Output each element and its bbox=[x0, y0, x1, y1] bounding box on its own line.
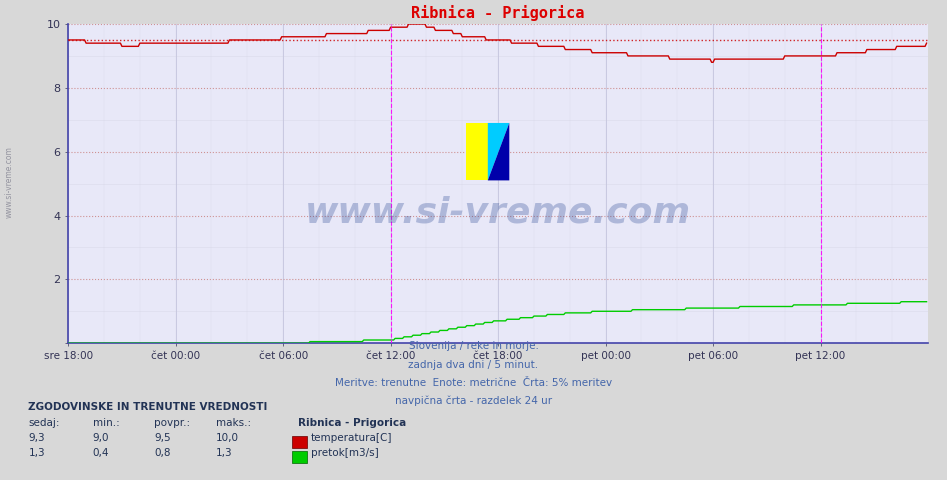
Text: Slovenija / reke in morje.: Slovenija / reke in morje. bbox=[408, 341, 539, 351]
Text: Ribnica - Prigorica: Ribnica - Prigorica bbox=[298, 418, 406, 428]
Polygon shape bbox=[488, 123, 509, 180]
Text: ZGODOVINSKE IN TRENUTNE VREDNOSTI: ZGODOVINSKE IN TRENUTNE VREDNOSTI bbox=[28, 402, 268, 412]
Text: 9,0: 9,0 bbox=[93, 432, 109, 443]
Text: www.si-vreme.com: www.si-vreme.com bbox=[5, 146, 14, 218]
Text: 1,3: 1,3 bbox=[28, 447, 45, 457]
Text: www.si-vreme.com: www.si-vreme.com bbox=[305, 195, 691, 229]
Text: navpična črta - razdelek 24 ur: navpična črta - razdelek 24 ur bbox=[395, 396, 552, 406]
Text: maks.:: maks.: bbox=[216, 418, 251, 428]
Text: 1,3: 1,3 bbox=[216, 447, 233, 457]
Text: sedaj:: sedaj: bbox=[28, 418, 60, 428]
Text: Meritve: trenutne  Enote: metrične  Črta: 5% meritev: Meritve: trenutne Enote: metrične Črta: … bbox=[335, 378, 612, 388]
Text: min.:: min.: bbox=[93, 418, 119, 428]
Text: 10,0: 10,0 bbox=[216, 432, 239, 443]
FancyBboxPatch shape bbox=[466, 123, 488, 180]
Text: 0,8: 0,8 bbox=[154, 447, 170, 457]
Text: temperatura[C]: temperatura[C] bbox=[311, 432, 392, 443]
Text: 9,5: 9,5 bbox=[154, 432, 171, 443]
Title: Ribnica - Prigorica: Ribnica - Prigorica bbox=[411, 5, 585, 22]
Polygon shape bbox=[488, 123, 509, 180]
Text: 9,3: 9,3 bbox=[28, 432, 45, 443]
Text: povpr.:: povpr.: bbox=[154, 418, 190, 428]
Text: zadnja dva dni / 5 minut.: zadnja dva dni / 5 minut. bbox=[408, 360, 539, 370]
Text: pretok[m3/s]: pretok[m3/s] bbox=[311, 447, 379, 457]
Text: 0,4: 0,4 bbox=[93, 447, 109, 457]
